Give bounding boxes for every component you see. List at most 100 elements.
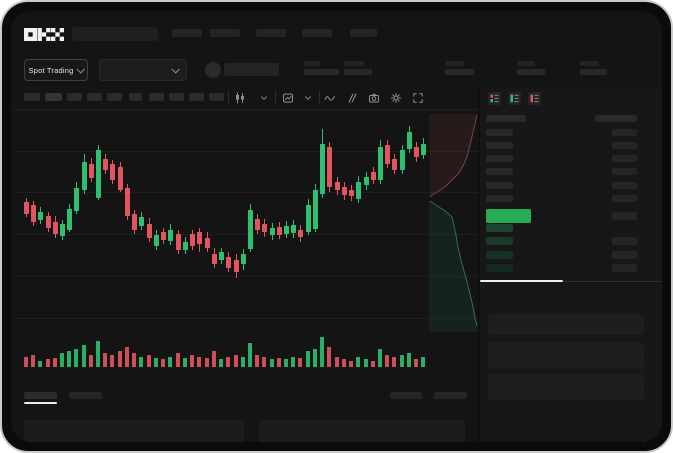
- interval-skeleton[interactable]: [107, 93, 122, 101]
- interval-skeleton[interactable]: [67, 93, 82, 101]
- orderbook-combined-icon[interactable]: [488, 92, 501, 105]
- nav-item-skeleton[interactable]: [302, 29, 332, 37]
- nav-item-skeleton[interactable]: [350, 29, 377, 37]
- candle: [262, 219, 267, 237]
- candle: [183, 237, 188, 254]
- candle: [241, 249, 246, 270]
- candle: [219, 248, 224, 264]
- candle: [46, 212, 51, 232]
- bid-size-skeleton: [612, 251, 637, 259]
- candle: [407, 126, 412, 153]
- pair-dropdown[interactable]: [99, 59, 187, 81]
- order-input-field[interactable]: [488, 314, 644, 335]
- chart-type-icon[interactable]: [234, 91, 246, 104]
- settings-gear-icon[interactable]: [390, 91, 402, 103]
- volume-bars: [24, 337, 425, 367]
- candle: [60, 220, 65, 240]
- candle: [400, 145, 405, 174]
- last-price-bar: [486, 209, 531, 223]
- bid-size-skeleton: [612, 237, 637, 245]
- candle: [291, 220, 296, 238]
- ticker-value-skeleton: [304, 69, 339, 75]
- active-tab-underline: [24, 402, 57, 404]
- bottom-panel-skeleton: [259, 420, 465, 442]
- bottom-action-skeleton[interactable]: [390, 392, 422, 399]
- orderbook-header-skeleton: [486, 115, 526, 122]
- panel-divider: [478, 88, 480, 442]
- bid-price-skeleton: [486, 237, 513, 245]
- interval-skeleton[interactable]: [129, 93, 142, 101]
- nav-item-skeleton[interactable]: [256, 29, 286, 37]
- screen: Spot Trading Buy Sell: [11, 11, 662, 442]
- tabs-divider: [480, 281, 662, 282]
- nav-item-skeleton[interactable]: [172, 29, 202, 37]
- bottom-panel-skeleton: [24, 420, 244, 442]
- toolbar-divider: [275, 91, 276, 103]
- ask-price-skeleton: [486, 168, 513, 175]
- candle: [125, 184, 130, 220]
- candle: [89, 158, 94, 182]
- candle: [67, 204, 72, 232]
- chevron-down-icon[interactable]: [302, 91, 314, 103]
- candle: [356, 176, 361, 203]
- orderbook-bids-icon[interactable]: [508, 92, 521, 105]
- candle: [161, 228, 166, 244]
- ask-size-skeleton: [612, 182, 637, 189]
- interval-skeleton[interactable]: [24, 93, 40, 101]
- compare-icon[interactable]: [346, 91, 358, 103]
- interval-skeleton[interactable]: [45, 93, 62, 101]
- ticker-value-skeleton: [517, 69, 545, 75]
- camera-icon[interactable]: [368, 91, 380, 103]
- ticker-label-skeleton: [580, 61, 599, 66]
- chevron-down-icon[interactable]: [258, 91, 270, 103]
- chevron-down-icon: [171, 65, 180, 74]
- search-skeleton[interactable]: [72, 27, 158, 41]
- candle: [385, 140, 390, 168]
- nav-item-skeleton[interactable]: [210, 29, 240, 37]
- ticker-value-skeleton: [445, 69, 474, 75]
- indicators-icon[interactable]: [282, 91, 294, 103]
- fullscreen-icon[interactable]: [412, 91, 424, 103]
- interval-skeleton[interactable]: [189, 93, 204, 101]
- interval-skeleton[interactable]: [169, 93, 184, 101]
- ask-price-skeleton: [486, 155, 513, 162]
- orderbook-asks-icon[interactable]: [528, 92, 541, 105]
- bid-price-skeleton: [486, 251, 513, 259]
- orderbook-header-skeleton: [595, 115, 637, 122]
- last-size-skeleton: [612, 212, 637, 220]
- ask-price-skeleton: [486, 195, 513, 202]
- bottom-tab-skeleton[interactable]: [24, 392, 57, 399]
- interval-skeleton[interactable]: [149, 93, 164, 101]
- candle: [168, 224, 173, 245]
- candle: [298, 225, 303, 242]
- candle: [132, 210, 137, 234]
- candle: [392, 154, 397, 174]
- candle: [74, 182, 79, 214]
- market-type-selector[interactable]: Spot Trading: [24, 59, 88, 81]
- interval-skeleton[interactable]: [87, 93, 102, 101]
- order-input-field[interactable]: [488, 374, 644, 400]
- candle: [190, 230, 195, 250]
- candle: [154, 230, 159, 250]
- bottom-tab-skeleton[interactable]: [69, 392, 102, 399]
- bottom-action-skeleton[interactable]: [434, 392, 467, 399]
- order-input-field[interactable]: [488, 342, 644, 369]
- line-tool-icon[interactable]: [324, 91, 336, 103]
- ask-price-skeleton: [486, 129, 513, 136]
- interval-skeleton[interactable]: [209, 93, 224, 101]
- candle: [335, 177, 340, 195]
- depth-chart: [429, 114, 478, 332]
- candle: [306, 199, 311, 235]
- ask-price-skeleton: [486, 182, 513, 189]
- candle: [248, 204, 253, 252]
- okx-logo: [24, 28, 64, 41]
- candle: [24, 198, 29, 217]
- ticker-label-skeleton: [344, 61, 364, 66]
- bid-price-skeleton: [486, 224, 513, 232]
- market-type-label: Spot Trading: [28, 65, 74, 75]
- candle: [205, 232, 210, 252]
- ticker-label-skeleton: [304, 61, 320, 66]
- candle: [96, 145, 101, 200]
- candle: [349, 185, 354, 201]
